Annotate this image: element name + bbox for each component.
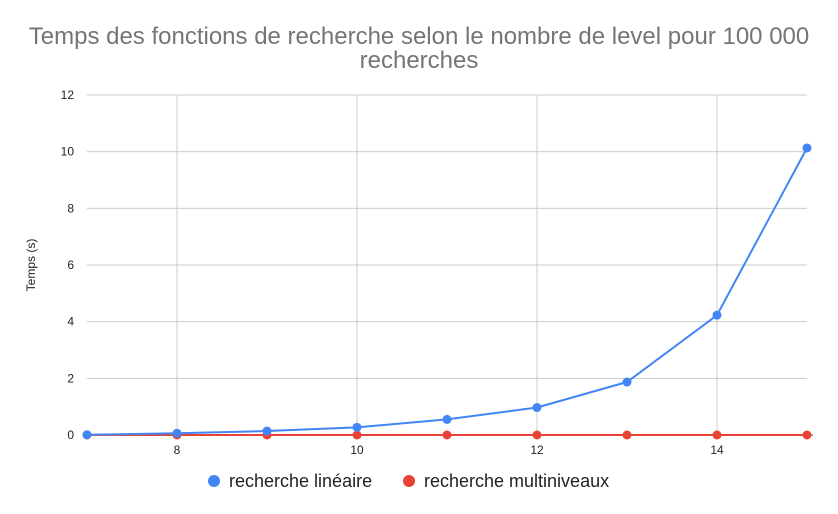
chart-title-line-2: recherches — [360, 47, 479, 74]
tick-labels: 0 2 4 6 8 10 12 8 10 12 14 — [61, 88, 724, 457]
series-1 — [82, 430, 812, 440]
series-0-point-0 — [82, 430, 92, 440]
series-1-point-8 — [802, 430, 812, 440]
series-1-point-5 — [532, 430, 542, 440]
series-0-point-4 — [442, 414, 452, 424]
legend-marker-series-1 — [403, 475, 415, 487]
chart-title-line-1: Temps des fonctions de recherche selon l… — [29, 23, 809, 50]
legend-label-series-0: recherche linéaire — [229, 471, 372, 491]
x-tick-label-0: 8 — [174, 443, 181, 457]
series-0 — [82, 143, 812, 440]
y-tick-label-5: 10 — [61, 145, 75, 159]
x-tick-label-2: 12 — [530, 443, 544, 457]
series-1-point-7 — [712, 430, 722, 440]
series-0-point-7 — [712, 310, 722, 320]
y-tick-label-6: 12 — [61, 88, 75, 102]
x-tick-label-1: 10 — [350, 443, 364, 457]
series-1-point-3 — [352, 430, 362, 440]
y-tick-label-0: 0 — [67, 428, 74, 442]
series-0-line — [86, 147, 808, 436]
legend: recherche linéaire recherche multiniveau… — [208, 471, 609, 491]
gridlines — [87, 94, 813, 436]
series-0-point-5 — [532, 403, 542, 413]
series-0-point-3 — [352, 422, 362, 432]
series-1-point-4 — [442, 430, 452, 440]
y-tick-label-4: 8 — [67, 201, 74, 215]
y-axis-title: Temps (s) — [24, 239, 38, 292]
legend-label-series-1: recherche multiniveaux — [424, 471, 609, 491]
series-0-point-1 — [172, 428, 182, 438]
y-tick-label-2: 4 — [67, 315, 74, 329]
series-0-point-6 — [622, 377, 632, 387]
x-tick-label-3: 14 — [710, 443, 724, 457]
series-1-point-6 — [622, 430, 632, 440]
series-0-point-8 — [802, 143, 812, 153]
series-0-point-2 — [262, 426, 272, 436]
legend-marker-series-0 — [208, 475, 220, 487]
series — [82, 143, 812, 440]
y-tick-label-1: 2 — [67, 371, 74, 385]
y-tick-label-3: 6 — [67, 258, 74, 272]
